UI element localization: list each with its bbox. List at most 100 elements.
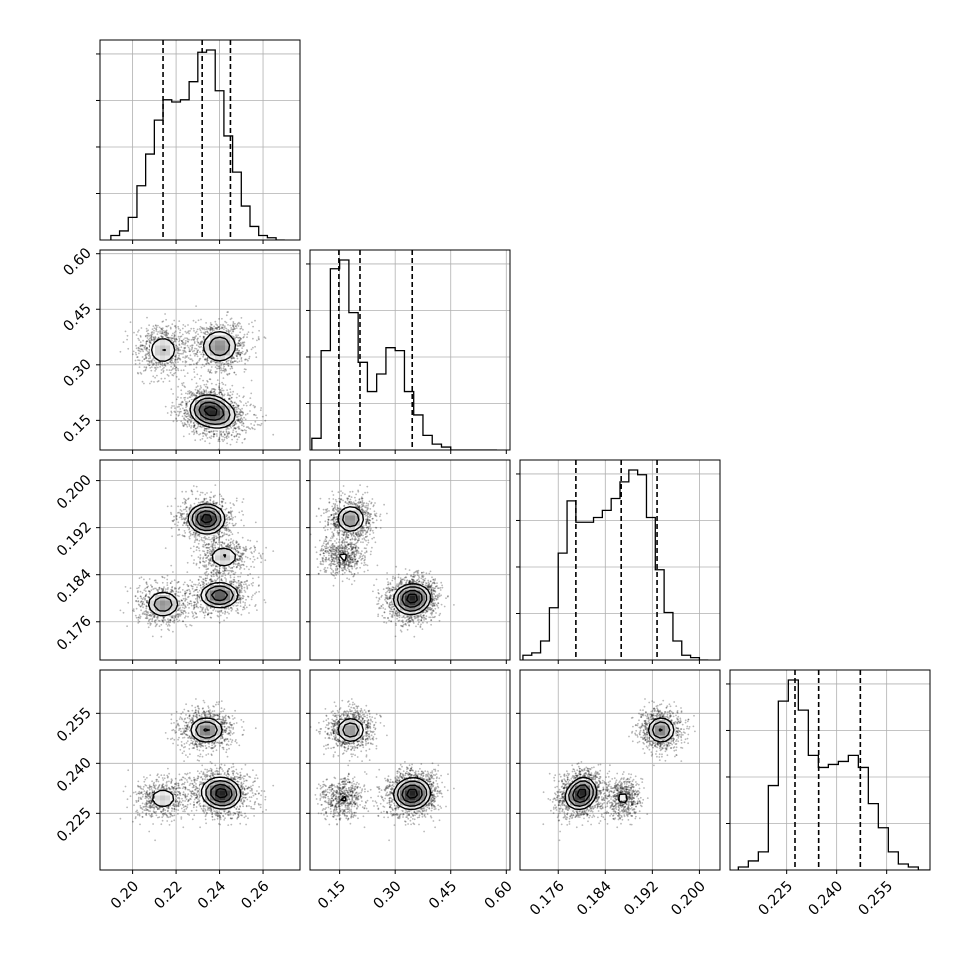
sample-point <box>147 363 149 366</box>
sample-point <box>333 523 335 525</box>
sample-point <box>420 623 422 626</box>
sample-point <box>200 392 203 395</box>
sample-point <box>213 502 215 505</box>
sample-point <box>413 635 416 638</box>
sample-point <box>195 485 198 488</box>
sample-point <box>150 366 153 368</box>
sample-point <box>199 433 202 435</box>
sample-point <box>231 547 234 549</box>
sample-point <box>181 333 184 336</box>
sample-point <box>225 526 227 529</box>
sample-point <box>202 560 205 563</box>
sample-point <box>240 583 242 586</box>
sample-point <box>218 539 220 541</box>
sample-point <box>401 581 403 584</box>
sample-point <box>227 546 230 549</box>
sample-point <box>134 614 137 617</box>
sample-point <box>207 613 210 616</box>
sample-point <box>240 581 242 584</box>
sample-point <box>194 538 197 540</box>
sample-point <box>172 630 174 633</box>
sample-point <box>139 615 142 618</box>
sample-point <box>242 601 245 603</box>
sample-point <box>238 594 241 596</box>
sample-point <box>228 612 230 615</box>
sample-point <box>178 600 181 603</box>
sample-point <box>330 549 333 551</box>
sample-point <box>365 506 368 509</box>
sample-point <box>144 346 147 348</box>
sample-point <box>174 497 177 500</box>
sample-point <box>212 496 215 498</box>
sample-point <box>199 501 202 504</box>
sample-point <box>167 333 169 335</box>
sample-point <box>174 365 176 367</box>
sample-point <box>226 373 229 376</box>
sample-point <box>197 390 199 393</box>
sample-point <box>327 519 330 521</box>
sample-point <box>357 501 359 504</box>
sample-point <box>221 394 224 396</box>
sample-point <box>238 336 241 339</box>
sample-point <box>398 619 401 622</box>
sample-point <box>220 544 223 547</box>
sample-point <box>238 582 240 584</box>
density-cell <box>200 525 206 531</box>
sample-point <box>241 411 244 414</box>
sample-point <box>185 400 187 403</box>
sample-point <box>328 539 331 542</box>
sample-point <box>237 325 240 327</box>
sample-point <box>177 348 180 351</box>
sample-point <box>373 536 375 539</box>
sample-point <box>412 619 415 622</box>
sample-point <box>217 533 220 536</box>
sample-point <box>166 582 169 584</box>
sample-point <box>237 601 240 604</box>
sample-point <box>417 578 420 580</box>
sample-point <box>138 620 141 623</box>
sample-point <box>137 590 139 592</box>
sample-point <box>199 357 202 360</box>
sample-point <box>215 323 218 325</box>
sample-point <box>200 366 203 369</box>
sample-point <box>227 393 230 396</box>
sample-point <box>206 433 208 435</box>
sample-point <box>390 608 393 611</box>
sample-point <box>196 598 199 600</box>
sample-point <box>430 588 433 590</box>
sample-point <box>189 350 191 353</box>
sample-point <box>249 547 251 550</box>
sample-point <box>153 620 156 623</box>
sample-point <box>235 352 238 354</box>
sample-point <box>186 506 188 509</box>
sample-point <box>188 338 190 341</box>
sample-point <box>200 500 203 503</box>
sample-point <box>199 605 202 608</box>
sample-point <box>239 594 242 597</box>
sample-point <box>340 551 343 554</box>
sample-point <box>226 544 229 547</box>
sample-point <box>143 382 145 385</box>
sample-point <box>159 365 162 368</box>
sample-point <box>201 392 203 394</box>
sample-point <box>162 589 165 592</box>
sample-point <box>423 616 425 619</box>
sample-point <box>203 572 206 575</box>
sample-point <box>176 618 178 621</box>
sample-point <box>139 590 142 593</box>
sample-point <box>409 581 412 583</box>
sample-point <box>431 599 434 602</box>
sample-point <box>365 520 367 523</box>
density-cell <box>210 520 216 526</box>
sample-point <box>233 547 236 550</box>
sample-point <box>198 533 200 536</box>
sample-point <box>429 607 432 609</box>
sample-point <box>132 608 135 611</box>
sample-point <box>254 549 257 551</box>
sample-point <box>212 543 215 545</box>
sample-point <box>148 596 151 599</box>
sample-point <box>145 357 148 359</box>
sample-point <box>132 609 134 612</box>
sample-point <box>236 410 239 413</box>
sample-point <box>200 538 203 541</box>
